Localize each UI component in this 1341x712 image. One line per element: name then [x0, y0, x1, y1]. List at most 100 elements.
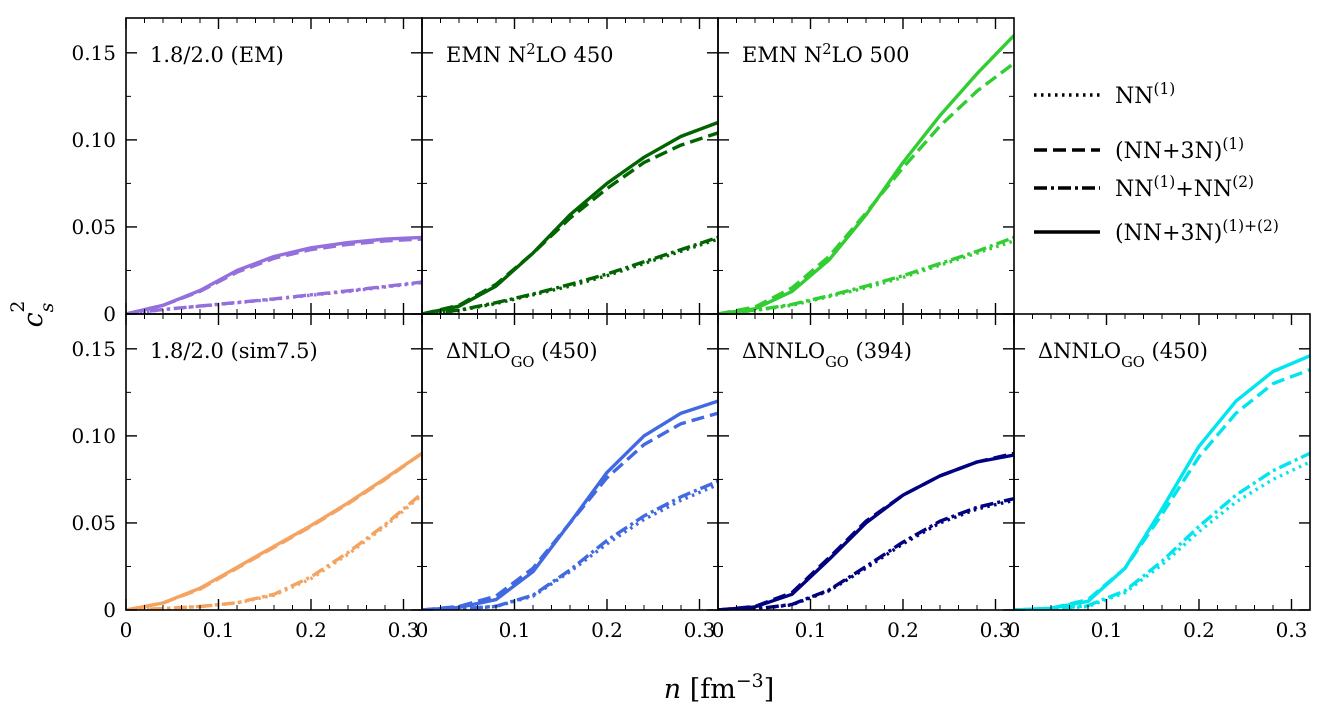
series-line-dashdot: [126, 280, 422, 314]
series-group: [1014, 354, 1310, 610]
x-axis-label-unit: [fm: [681, 674, 736, 705]
x-tick-label: 0.2: [1183, 618, 1215, 642]
x-axis-label-exponent: −3: [736, 670, 764, 692]
series-line-dotted: [422, 483, 718, 610]
title-tail: (450): [1145, 339, 1208, 363]
panel-5: 0 0.1 0.2 0.3 ΔNLOGO (450): [416, 313, 719, 642]
series-line-dashed: [422, 411, 718, 610]
legend-item-dotted: NN(1): [1034, 80, 1175, 109]
panel-7: 0 0.1 0.2 0.3 ΔNNLOGO (450): [1008, 313, 1311, 642]
series-group: [718, 451, 1014, 610]
legend-label-main: (NN+3N): [1115, 139, 1222, 164]
x-tick-label: 0.2: [295, 618, 327, 642]
legend-label: NN(1): [1115, 80, 1175, 109]
title-main: ΔNNLO: [1038, 339, 1121, 363]
panel-2: EMN N2LO 450: [421, 17, 719, 315]
x-tick-label: 0.3: [684, 618, 716, 642]
title-subscript: GO: [1121, 354, 1145, 371]
y-tick-label: 0.15: [71, 41, 116, 65]
series-line-solid: [422, 120, 718, 314]
panel-3: EMN N2LO 500: [717, 17, 1015, 315]
series-group: [422, 399, 718, 610]
title-main: EMN N: [742, 43, 822, 67]
title-main: ΔNLO: [446, 339, 511, 363]
x-tick-label: 0: [416, 618, 429, 642]
title-rest: LO 450: [536, 43, 614, 67]
legend-label-superscript: (1)+(2): [1222, 217, 1279, 235]
panel-title: 1.8/2.0 (EM): [150, 43, 284, 67]
y-axis-label: cs2: [7, 301, 58, 328]
title-rest: LO 500: [832, 43, 910, 67]
legend-label-main: (NN+3N): [1115, 221, 1222, 246]
title-main: EMN N: [446, 43, 526, 67]
series-line-dashdot: [126, 492, 422, 610]
panel-title: EMN N2LO 450: [446, 41, 614, 68]
series-line-solid: [126, 235, 422, 314]
panel-4: 0 0.05 0.10 0.15 0 0.1 0.2 0.3 1.8/2.0 (sim7.5): [71, 313, 423, 642]
series-group: [422, 120, 718, 314]
series-line-solid: [718, 453, 1014, 610]
series-group: [126, 235, 422, 314]
series-line-dashdot: [1014, 451, 1310, 610]
title-main: ΔNNLO: [742, 339, 825, 363]
legend-label-superscript: (1): [1154, 173, 1176, 191]
panel-title: ΔNNLOGO (450): [1038, 339, 1208, 371]
panel-title: ΔNLOGO (450): [446, 339, 598, 371]
series-line-dashdot: [422, 235, 718, 314]
x-tick-label: 0.3: [388, 618, 420, 642]
y-tick-label: 0.05: [71, 511, 116, 535]
x-tick-label: 0: [712, 618, 725, 642]
x-tick-label: 0.3: [980, 618, 1012, 642]
panel-title: EMN N2LO 500: [742, 41, 910, 68]
panel-1: 0 0.05 0.10 0.15 1.8/2.0 (EM): [71, 17, 423, 326]
title-superscript: 2: [526, 41, 535, 58]
panel-6: 0 0.1 0.2 0.3 ΔNNLOGO (394): [712, 313, 1015, 642]
legend-item-solid: (NN+3N)(1)+(2): [1034, 217, 1279, 246]
title-main: 1.8/2.0 (EM): [150, 43, 284, 67]
series-line-dashed: [718, 61, 1014, 314]
panel-title: 1.8/2.0 (sim7.5): [150, 339, 318, 363]
x-axis-label: n [fm−3]: [664, 670, 775, 705]
series-line-dashdot: [718, 496, 1014, 610]
y-tick-label: 0.10: [71, 424, 116, 448]
legend-label-superscript: (1): [1222, 135, 1244, 153]
legend-label: (NN+3N)(1)+(2): [1115, 217, 1279, 246]
y-tick-label: 0: [103, 598, 116, 622]
legend-item-dashdot: NN(1)+NN(2): [1034, 173, 1254, 202]
series-line-solid: [1014, 354, 1310, 610]
series-line-solid: [718, 34, 1014, 314]
y-axis-label-symbol: c: [18, 312, 49, 327]
legend-label-superscript: (1): [1154, 80, 1176, 98]
series-line-dotted: [718, 498, 1014, 610]
legend-label-main: NN: [1115, 84, 1154, 109]
x-tick-label: 0.3: [1276, 618, 1308, 642]
legend-label-rest: +NN: [1175, 177, 1232, 202]
legend-item-dashed: (NN+3N)(1): [1034, 135, 1244, 164]
title-subscript: GO: [825, 354, 849, 371]
y-axis-label-superscript: 2: [7, 301, 29, 313]
series-line-dashed: [422, 131, 718, 314]
x-tick-label: 0: [1008, 618, 1021, 642]
legend-label-main: NN: [1115, 177, 1154, 202]
legend-label: NN(1)+NN(2): [1115, 173, 1254, 202]
x-tick-label: 0.1: [1091, 618, 1123, 642]
y-tick-label: 0.05: [71, 215, 116, 239]
series-line-dashdot: [422, 479, 718, 610]
x-tick-label: 0.1: [203, 618, 235, 642]
title-superscript: 2: [822, 41, 831, 58]
series-group: [126, 451, 422, 610]
title-main: 1.8/2.0 (sim7.5): [150, 339, 318, 363]
y-axis-label-subscript: s: [36, 302, 58, 312]
title-subscript: GO: [511, 354, 535, 371]
series-line-dashdot: [718, 235, 1014, 314]
legend: NN(1)(NN+3N)(1)NN(1)+NN(2)(NN+3N)(1)+(2): [1034, 80, 1279, 246]
x-tick-label: 0: [120, 618, 133, 642]
series-line-solid: [126, 451, 422, 610]
series-line-dashed: [1014, 368, 1310, 610]
x-axis-label-symbol: n: [664, 674, 681, 705]
panel-title: ΔNNLOGO (394): [742, 339, 912, 371]
y-tick-label: 0: [103, 302, 116, 326]
x-axis-label-close: ]: [764, 674, 775, 705]
x-tick-label: 0.2: [591, 618, 623, 642]
